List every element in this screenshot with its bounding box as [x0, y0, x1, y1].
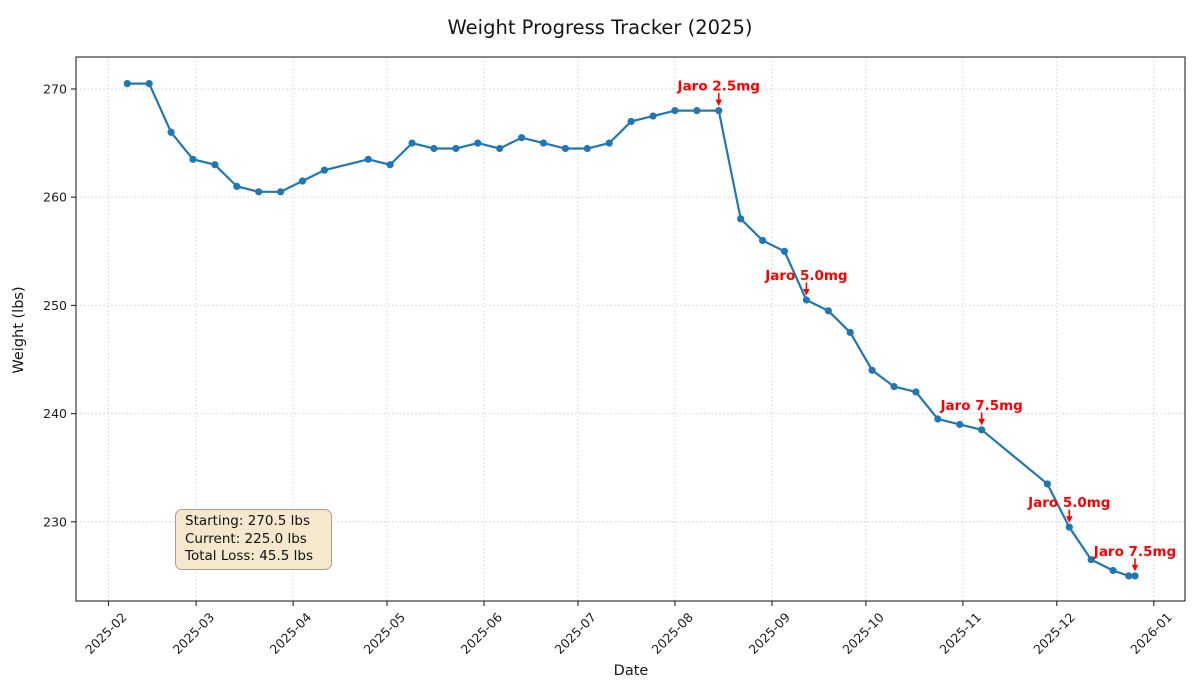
data-point	[1087, 556, 1095, 564]
data-point	[737, 215, 745, 223]
annotation-arrowhead	[1131, 564, 1139, 572]
data-point	[123, 79, 131, 88]
data-point	[255, 188, 263, 196]
annotation-arrowhead	[803, 288, 810, 296]
data-point	[386, 161, 394, 169]
data-point	[649, 112, 657, 120]
data-point	[496, 144, 504, 153]
stats-line-total-loss: Total Loss: 45.5 lbs	[185, 548, 313, 565]
x-tick-label: 2025-05	[361, 610, 409, 658]
data-point	[671, 107, 679, 115]
y-tick-label: 270	[43, 82, 67, 97]
annotation-label: Jaro 5.0mg	[1027, 495, 1110, 511]
y-tick-label: 250	[43, 298, 67, 313]
data-point	[452, 144, 460, 153]
stats-line-starting: Starting: 270.5 lbs	[185, 513, 310, 529]
data-point	[868, 366, 876, 374]
plot-frame	[75, 56, 1186, 602]
data-point	[320, 166, 329, 174]
data-point	[1125, 572, 1133, 580]
data-point	[145, 79, 153, 88]
data-point	[978, 426, 986, 434]
x-tick-label: 2025-03	[170, 610, 218, 658]
chart-title: Weight Progress Tracker (2025)	[447, 16, 753, 39]
data-point	[890, 382, 898, 391]
data-point	[167, 128, 175, 136]
data-point	[211, 161, 219, 169]
data-point	[956, 420, 964, 429]
x-tick-label: 2025-09	[745, 609, 793, 657]
data-point	[539, 139, 548, 147]
data-point	[561, 144, 570, 153]
x-tick-label: 2025-04	[267, 609, 315, 657]
data-point	[233, 182, 241, 190]
data-point	[1043, 480, 1051, 488]
data-point	[627, 117, 635, 126]
data-point	[715, 107, 723, 115]
weight-line	[126, 82, 1137, 578]
data-point	[277, 188, 285, 196]
data-point	[518, 134, 526, 142]
data-point	[1109, 566, 1117, 575]
data-point	[693, 107, 701, 115]
data-point	[189, 155, 197, 163]
y-tick-label: 230	[43, 514, 67, 529]
x-tick-label: 2025-11	[936, 610, 984, 658]
data-point	[605, 139, 613, 147]
data-point	[1131, 572, 1139, 580]
stats-box: Starting: 270.5 lbs Current: 225.0 lbs T…	[175, 509, 332, 570]
annotation-arrowhead	[978, 418, 985, 426]
stats-line-current: Current: 225.0 lbs	[185, 530, 307, 547]
data-point	[824, 307, 832, 315]
x-tick-label: 2025-07	[551, 610, 599, 658]
data-point	[1065, 523, 1073, 531]
x-tick-label: 2025-10	[839, 609, 887, 657]
data-point	[758, 236, 767, 245]
y-tick-label: 260	[43, 190, 67, 205]
x-tick-label: 2025-08	[648, 609, 696, 657]
data-point	[780, 247, 789, 255]
x-tick-label: 2026-01	[1127, 610, 1175, 658]
x-tick-label: 2025-02	[82, 610, 130, 658]
x-axis-label: Date	[613, 663, 649, 679]
data-point	[408, 139, 416, 147]
annotation-arrowhead	[715, 99, 723, 107]
data-point	[802, 296, 811, 304]
data-point	[298, 177, 307, 185]
x-tick-label: 2025-12	[1030, 610, 1078, 658]
annotation-arrowhead	[1065, 516, 1073, 523]
data-point	[583, 144, 591, 153]
annotation-label: Jaro 7.5mg	[939, 398, 1022, 414]
annotation-label: Jaro 7.5mg	[1093, 544, 1176, 560]
x-tick-label: 2025-06	[458, 609, 506, 657]
y-tick-label: 240	[43, 406, 67, 421]
annotation-label: Jaro 2.5mg	[677, 79, 760, 95]
data-point	[934, 415, 942, 423]
data-point	[912, 388, 920, 396]
annotation-label: Jaro 5.0mg	[764, 268, 847, 284]
data-point	[846, 328, 854, 337]
data-point	[364, 155, 372, 163]
data-point	[474, 139, 482, 147]
data-point	[430, 144, 438, 153]
y-axis-label: Weight (lbs)	[11, 286, 27, 374]
